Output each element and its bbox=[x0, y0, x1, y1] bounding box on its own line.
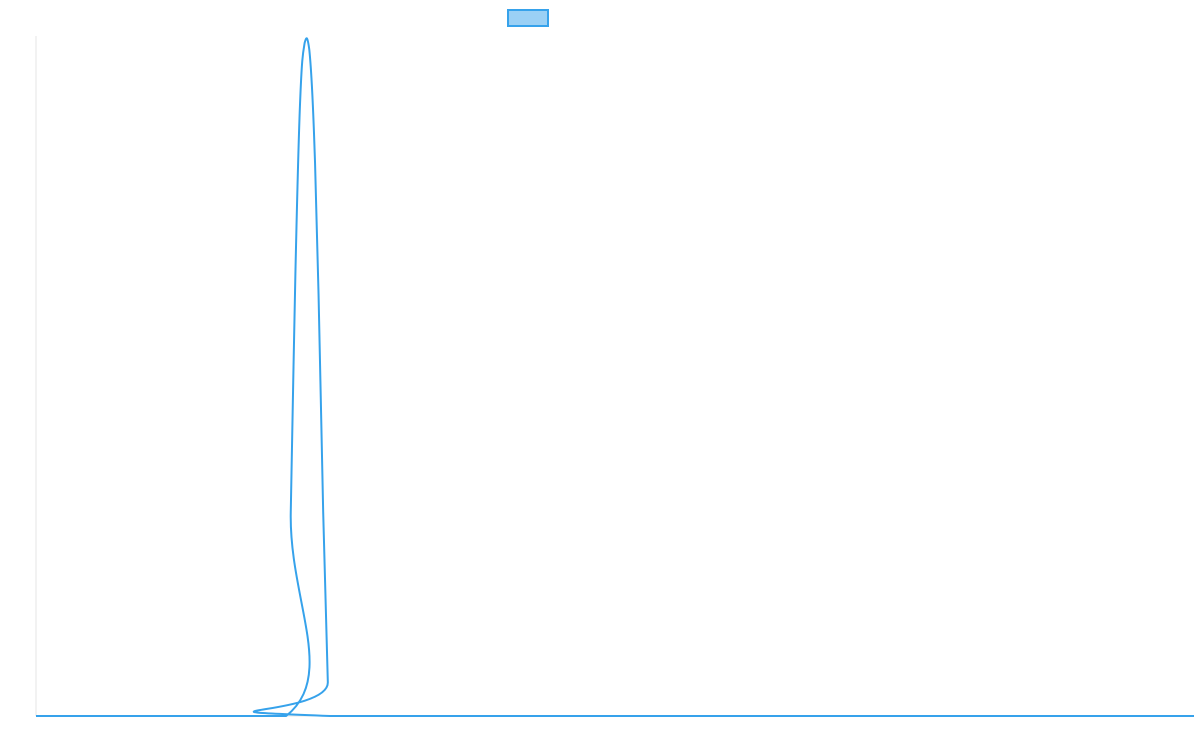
series-line-0 bbox=[36, 37, 1194, 718]
legend-swatch[interactable] bbox=[507, 9, 549, 27]
series-layer bbox=[36, 37, 1194, 718]
